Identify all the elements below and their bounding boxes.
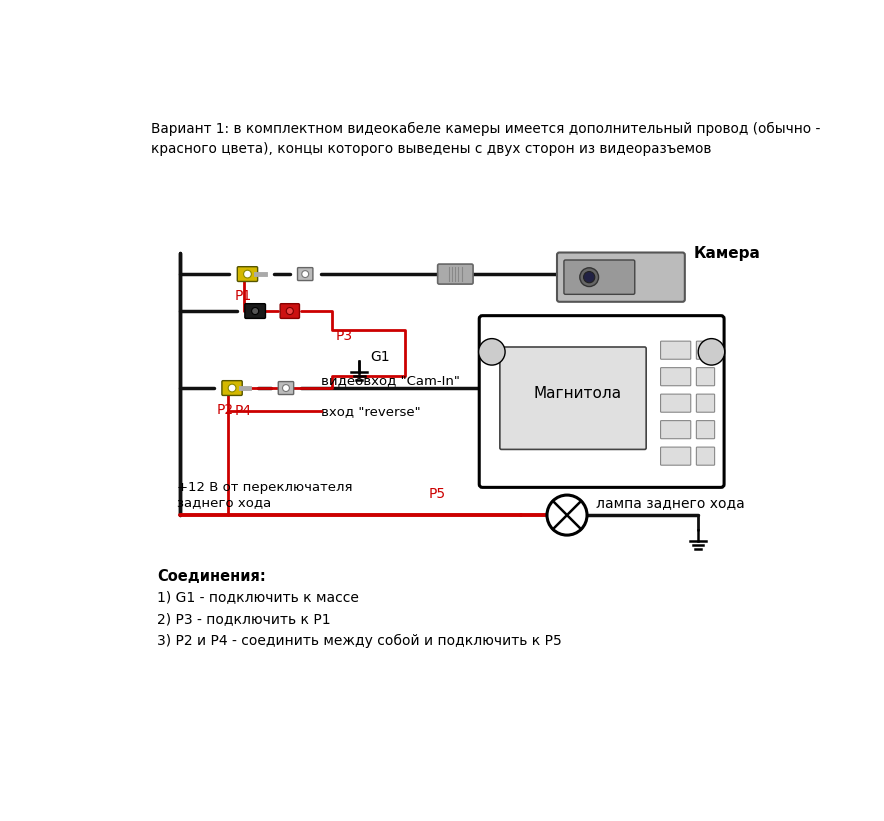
Circle shape (547, 495, 587, 535)
Circle shape (301, 271, 309, 277)
Text: +12 В от переключателя
заднего хода: +12 В от переключателя заднего хода (177, 481, 352, 509)
FancyBboxPatch shape (298, 268, 313, 281)
FancyBboxPatch shape (697, 447, 714, 466)
Text: вход "reverse": вход "reverse" (321, 405, 420, 418)
FancyBboxPatch shape (697, 368, 714, 386)
FancyBboxPatch shape (280, 304, 300, 319)
Circle shape (244, 270, 251, 278)
FancyBboxPatch shape (697, 394, 714, 412)
FancyBboxPatch shape (564, 260, 635, 295)
FancyBboxPatch shape (237, 267, 257, 282)
Text: P1: P1 (234, 290, 252, 304)
Text: лампа заднего хода: лампа заднего хода (597, 497, 745, 511)
Text: видеовход "Cam-In": видеовход "Cam-In" (321, 374, 460, 387)
Circle shape (283, 384, 289, 392)
FancyBboxPatch shape (438, 264, 473, 284)
FancyBboxPatch shape (697, 342, 714, 360)
FancyBboxPatch shape (697, 420, 714, 438)
Text: 3) P2 и P4 - соединить между собой и подключить к P5: 3) P2 и P4 - соединить между собой и под… (157, 634, 562, 648)
Circle shape (478, 338, 505, 365)
Text: 1) G1 - подключить к массе: 1) G1 - подключить к массе (157, 590, 359, 604)
FancyBboxPatch shape (660, 394, 690, 412)
FancyBboxPatch shape (222, 381, 242, 396)
FancyBboxPatch shape (479, 315, 724, 488)
Circle shape (286, 308, 293, 314)
FancyBboxPatch shape (499, 347, 646, 449)
FancyBboxPatch shape (660, 342, 690, 360)
Text: P2: P2 (217, 403, 233, 417)
FancyBboxPatch shape (660, 368, 690, 386)
Text: 2) P3 - подключить к P1: 2) P3 - подключить к P1 (157, 612, 331, 626)
FancyBboxPatch shape (278, 382, 293, 395)
Text: Магнитола: Магнитола (534, 386, 621, 401)
Text: Соединения:: Соединения: (157, 569, 266, 584)
FancyBboxPatch shape (660, 420, 690, 438)
Circle shape (580, 268, 598, 287)
Text: P3: P3 (336, 329, 353, 343)
Text: Камера: Камера (694, 245, 761, 261)
FancyBboxPatch shape (660, 447, 690, 466)
Circle shape (698, 338, 725, 365)
Circle shape (228, 384, 236, 392)
Text: G1: G1 (370, 351, 390, 365)
FancyBboxPatch shape (245, 304, 265, 319)
Circle shape (252, 308, 259, 314)
Text: P5: P5 (429, 487, 446, 502)
Text: Вариант 1: в комплектном видеокабеле камеры имеется дополнительный провод (обычн: Вариант 1: в комплектном видеокабеле кам… (151, 122, 820, 156)
Circle shape (583, 272, 595, 282)
Text: P4: P4 (234, 404, 251, 418)
FancyBboxPatch shape (557, 253, 685, 302)
